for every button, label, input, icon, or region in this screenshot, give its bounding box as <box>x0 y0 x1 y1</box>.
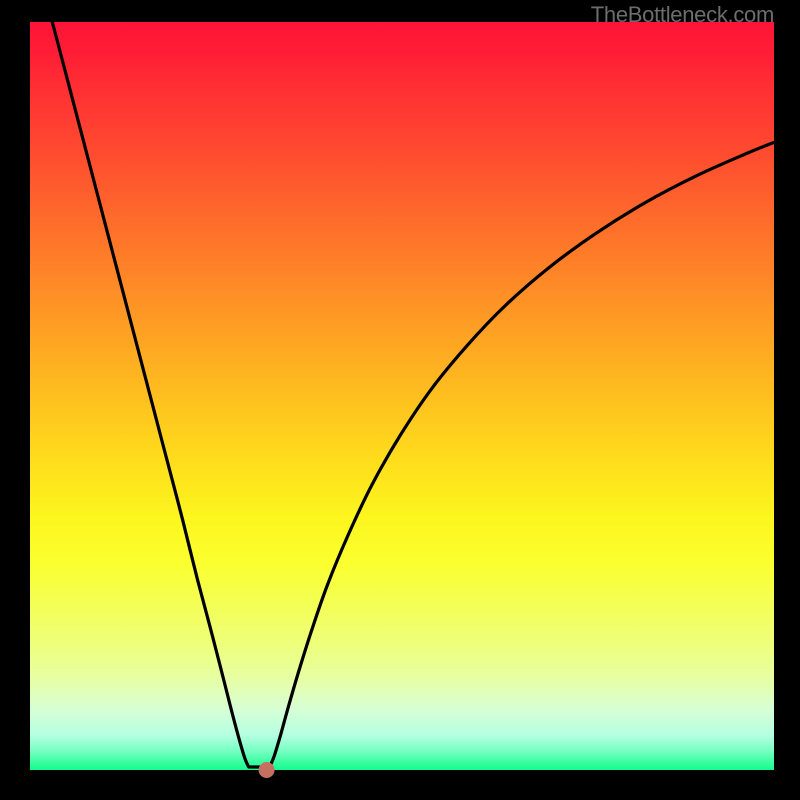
watermark-text: TheBottleneck.com <box>591 2 774 28</box>
plot-svg <box>30 22 774 770</box>
minimum-marker <box>259 763 274 778</box>
gradient-background <box>30 22 774 770</box>
chart-container: TheBottleneck.com <box>0 0 800 800</box>
plot-area <box>30 22 774 770</box>
